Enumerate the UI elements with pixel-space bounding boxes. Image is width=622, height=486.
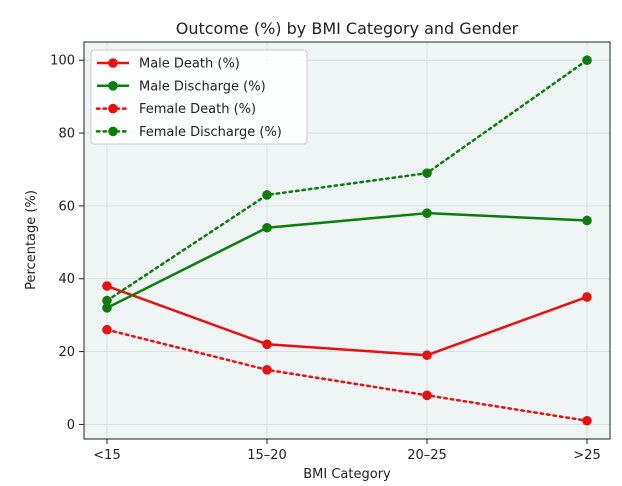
x-axis: <15 15–20 20–25 >25 (93, 439, 601, 463)
series-group (102, 55, 592, 426)
chart-title: Outcome (%) by BMI Category and Gender (176, 19, 519, 38)
data-point (102, 281, 112, 291)
series-line (105, 328, 589, 423)
data-point (582, 55, 592, 66)
y-tick-label: 60 (58, 199, 75, 214)
legend-marker (108, 103, 118, 114)
y-tick-label: 100 (50, 54, 75, 69)
data-point (262, 190, 272, 200)
data-point (102, 324, 112, 335)
data-point (422, 208, 432, 218)
data-point (422, 168, 432, 178)
x-tick-label: 20–25 (407, 448, 447, 463)
y-axis: 0 20 40 60 80 100 (50, 54, 84, 433)
data-point (262, 364, 272, 375)
legend-label: Female Discharge (%) (139, 125, 282, 140)
y-tick-label: 80 (58, 127, 75, 142)
data-point (582, 292, 592, 302)
y-axis-label: Percentage (%) (24, 190, 39, 290)
series-line (105, 58, 589, 302)
x-axis-label: BMI Category (303, 467, 391, 482)
legend-marker (108, 126, 118, 137)
data-point (582, 415, 592, 426)
data-point (262, 339, 272, 350)
y-tick-label: 40 (58, 272, 75, 287)
legend-box (90, 49, 308, 145)
data-point (422, 350, 432, 361)
x-tick-label: 15–20 (247, 448, 287, 463)
legend-marker (108, 58, 118, 68)
data-point (262, 222, 272, 233)
legend-marker (108, 81, 118, 91)
data-point (582, 215, 592, 226)
legend-label: Male Death (%) (139, 57, 240, 72)
legend-label: Male Discharge (%) (139, 79, 266, 94)
data-point (422, 390, 432, 401)
plot-frame (83, 41, 611, 440)
data-point (102, 303, 112, 313)
series-line (106, 284, 588, 357)
y-tick-label: 20 (58, 345, 75, 360)
y-tick-label: 0 (67, 418, 75, 433)
data-point (102, 295, 112, 306)
series-line (106, 211, 588, 309)
x-tick-label: <15 (93, 448, 120, 463)
legend: Male Death (%) Male Discharge (%) Female D… (90, 49, 308, 145)
x-tick-label: >25 (573, 448, 600, 463)
legend-label: Female Death (%) (139, 102, 256, 117)
